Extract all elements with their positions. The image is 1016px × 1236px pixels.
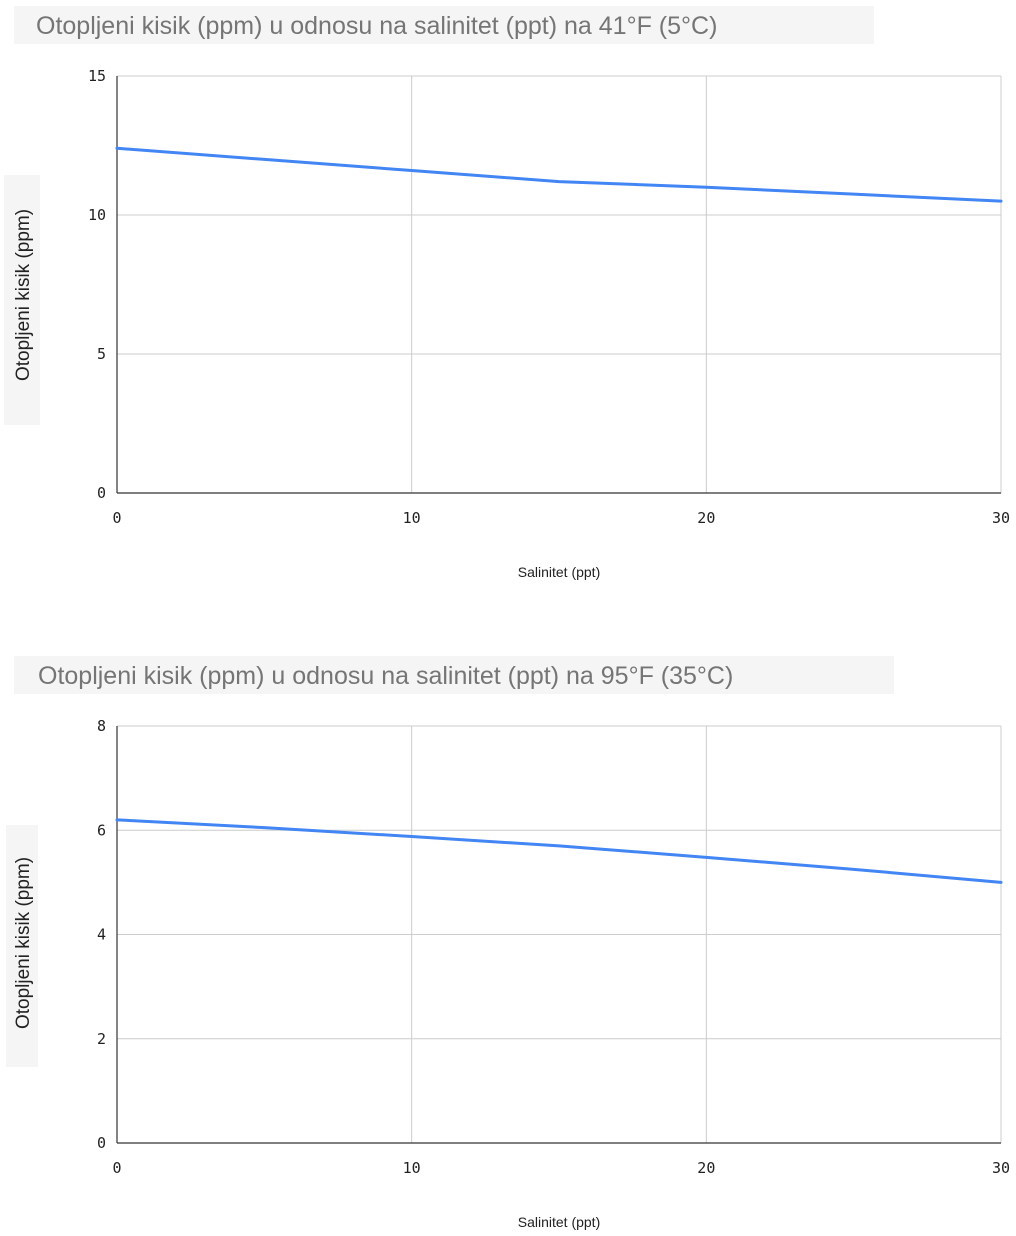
chart-1-title-bg — [14, 6, 874, 44]
chart-2-y-tick-label: 8 — [97, 717, 106, 735]
chart-2-y-tick-label: 6 — [97, 821, 106, 839]
chart-1: Otopljeni kisik (ppm) u odnosu na salini… — [4, 6, 1010, 580]
chart-2-plot-area: 0 2 4 6 8 0 10 20 30 — [97, 717, 1010, 1177]
chart-1-ylabel-bg — [4, 175, 40, 425]
chart-2-y-tick-label: 2 — [97, 1030, 106, 1048]
chart-2-x-tick-label: 20 — [697, 1159, 715, 1177]
chart-1-y-tick-label: 10 — [88, 206, 106, 224]
chart-2-title-bg — [14, 656, 894, 694]
chart-2-x-tick-label: 0 — [112, 1159, 121, 1177]
chart-2-ylabel-bg — [6, 825, 38, 1067]
chart-2-title: Otopljeni kisik (ppm) u odnosu na salini… — [38, 662, 733, 690]
chart-1-plot-area: 0 5 10 15 0 10 20 30 — [88, 67, 1010, 527]
chart-2-x-tick-label: 30 — [992, 1159, 1010, 1177]
chart-2-x-axis-label: Salinitet (ppt) — [518, 1214, 600, 1230]
chart-2-y-axis-label: Otopljeni kisik (ppm) — [13, 857, 34, 1029]
chart-1-x-axis-label: Salinitet (ppt) — [518, 564, 600, 580]
chart-2-x-tick-label: 10 — [403, 1159, 421, 1177]
chart-1-title: Otopljeni kisik (ppm) u odnosu na salini… — [36, 12, 717, 40]
chart-1-y-tick-label: 15 — [88, 67, 106, 85]
chart-1-x-tick-label: 10 — [403, 509, 421, 527]
chart-1-x-tick-label: 30 — [992, 509, 1010, 527]
chart-1-x-tick-label: 20 — [697, 509, 715, 527]
chart-1-series-line — [115, 146, 1003, 203]
chart-2-series-line — [115, 818, 1003, 884]
chart-2-y-tick-label: 0 — [97, 1134, 106, 1152]
chart-2: Otopljeni kisik (ppm) u odnosu na salini… — [6, 656, 1010, 1230]
chart-1-y-axis-label: Otopljeni kisik (ppm) — [13, 209, 34, 381]
chart-1-x-tick-label: 0 — [112, 509, 121, 527]
chart-1-y-tick-label: 5 — [97, 345, 106, 363]
chart-1-y-tick-label: 0 — [97, 484, 106, 502]
chart-2-y-tick-label: 4 — [97, 926, 106, 944]
